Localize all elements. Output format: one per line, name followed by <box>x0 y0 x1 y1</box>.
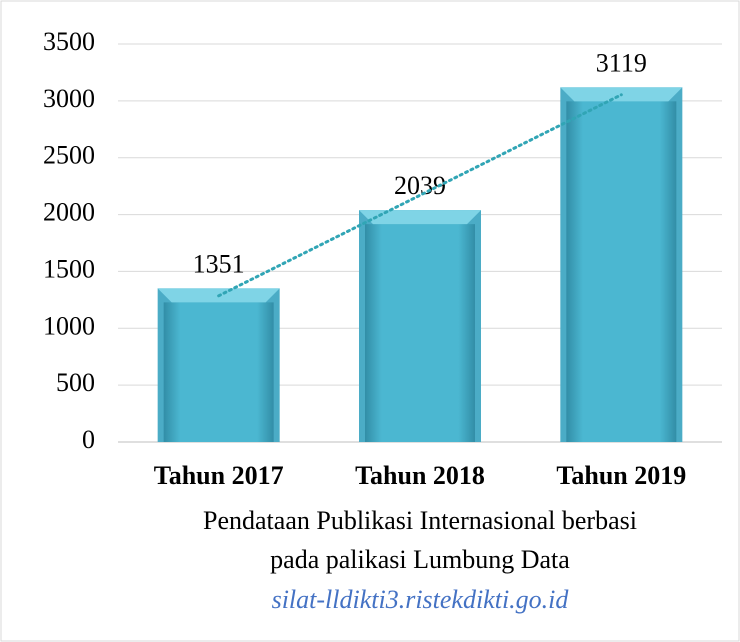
bar-face <box>365 224 475 442</box>
y-tick-label: 1000 <box>43 311 95 340</box>
y-tick-label: 2500 <box>43 141 95 170</box>
y-tick-label: 2000 <box>43 198 95 227</box>
value-label: 3119 <box>596 48 647 77</box>
y-tick-label: 1500 <box>43 254 95 283</box>
y-tick-label: 0 <box>82 425 95 454</box>
bar-face <box>163 302 274 442</box>
x-tick-label: Tahun 2019 <box>556 461 686 490</box>
trendline <box>217 93 623 298</box>
x-tick-label: Tahun 2017 <box>154 461 284 490</box>
bar-bevel <box>359 210 481 225</box>
value-label: 1351 <box>193 249 245 278</box>
y-tick-label: 3500 <box>43 27 95 56</box>
bar-face <box>566 101 677 443</box>
x-tick-label: Tahun 2018 <box>355 461 485 490</box>
caption: pada palikasi Lumbung Data <box>270 545 570 574</box>
y-tick-label: 500 <box>56 368 95 397</box>
source: silat-lldikti3.ristekdikti.go.id <box>272 585 570 614</box>
y-tick-label: 3000 <box>43 84 95 113</box>
caption: Pendataan Publikasi Internasional berbas… <box>203 506 637 535</box>
